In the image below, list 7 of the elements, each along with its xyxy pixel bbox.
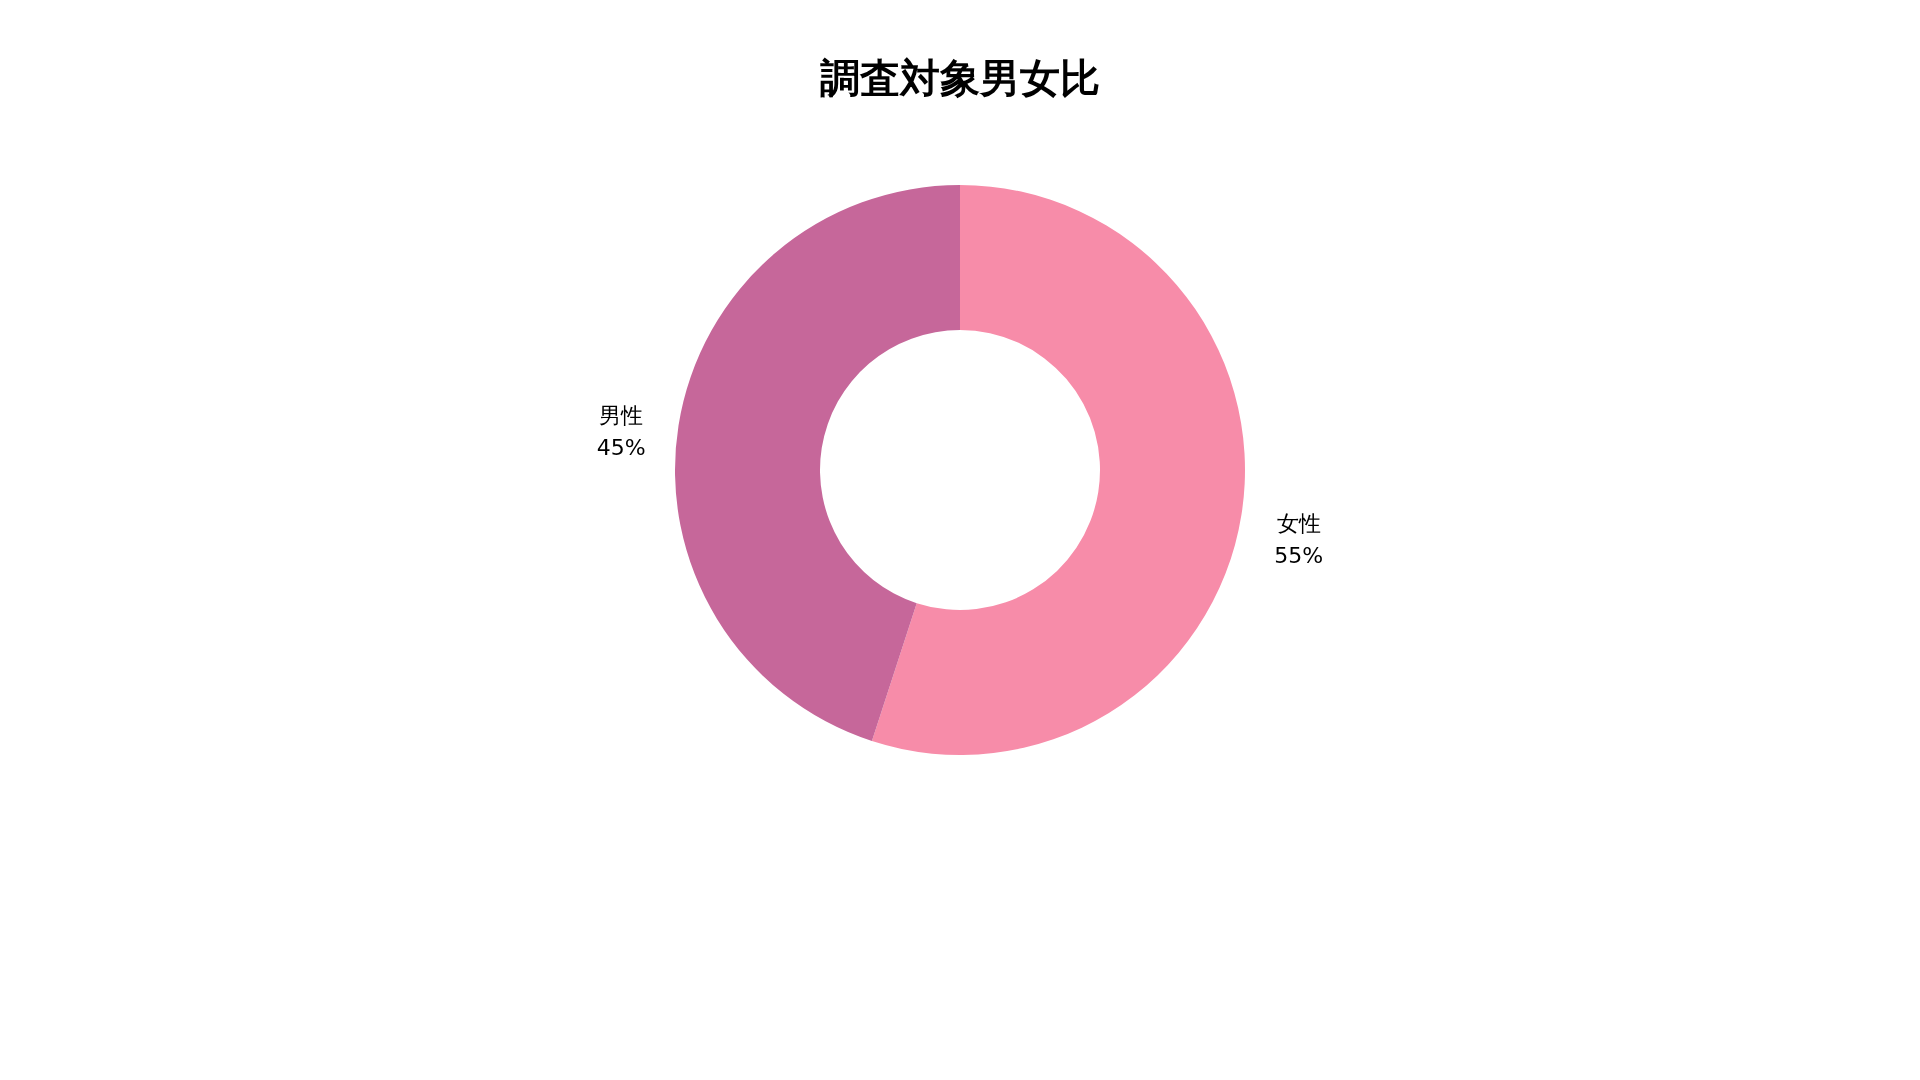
data-label: 55% — [1274, 542, 1324, 568]
donut-slice — [675, 185, 960, 742]
slice-label: 男性 — [599, 403, 644, 429]
donut-slice — [871, 185, 1245, 755]
slice-label: 女性 — [1276, 510, 1321, 536]
chart-title: 調査対象男女比 — [820, 55, 1100, 101]
data-label: 45% — [596, 435, 646, 461]
